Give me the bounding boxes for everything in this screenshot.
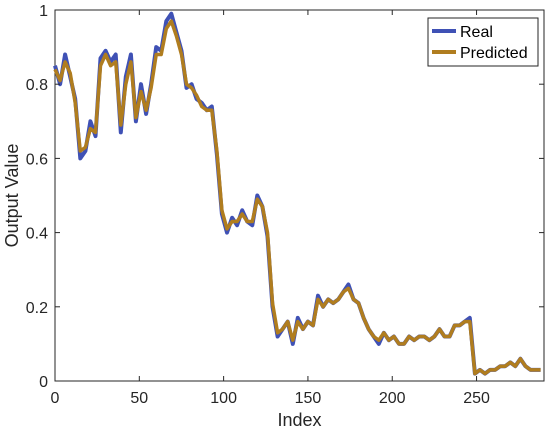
y-axis-label: Output Value (2, 144, 22, 248)
x-tick-label: 100 (210, 390, 237, 407)
series-layer (53, 11, 541, 376)
y-tick-label: 0.8 (26, 77, 48, 94)
x-axis-label: Index (277, 410, 321, 430)
plot-area: 0 50 100 150 200 250 0 0.2 0.4 0.6 0.8 1 (26, 3, 545, 407)
series-line-predicted (53, 19, 541, 376)
legend-label-predicted: Predicted (460, 45, 528, 62)
y-tick-label: 1 (39, 3, 48, 20)
y-axis-ticks: 0 0.2 0.4 0.6 0.8 1 (26, 3, 544, 391)
x-tick-label: 250 (463, 390, 490, 407)
axes-box (54, 9, 545, 382)
legend-label-real: Real (460, 24, 493, 41)
x-tick-label: 150 (295, 390, 322, 407)
y-tick-label: 0.2 (26, 300, 48, 317)
legend: Real Predicted (427, 17, 539, 67)
x-tick-label: 0 (51, 390, 60, 407)
x-tick-label: 50 (130, 390, 148, 407)
y-tick-label: 0.6 (26, 151, 48, 168)
y-tick-label: 0.4 (26, 226, 48, 243)
x-axis-ticks: 0 50 100 150 200 250 (51, 10, 490, 407)
y-tick-label: 0 (39, 374, 48, 391)
x-tick-label: 200 (379, 390, 406, 407)
legend-box (427, 17, 539, 67)
